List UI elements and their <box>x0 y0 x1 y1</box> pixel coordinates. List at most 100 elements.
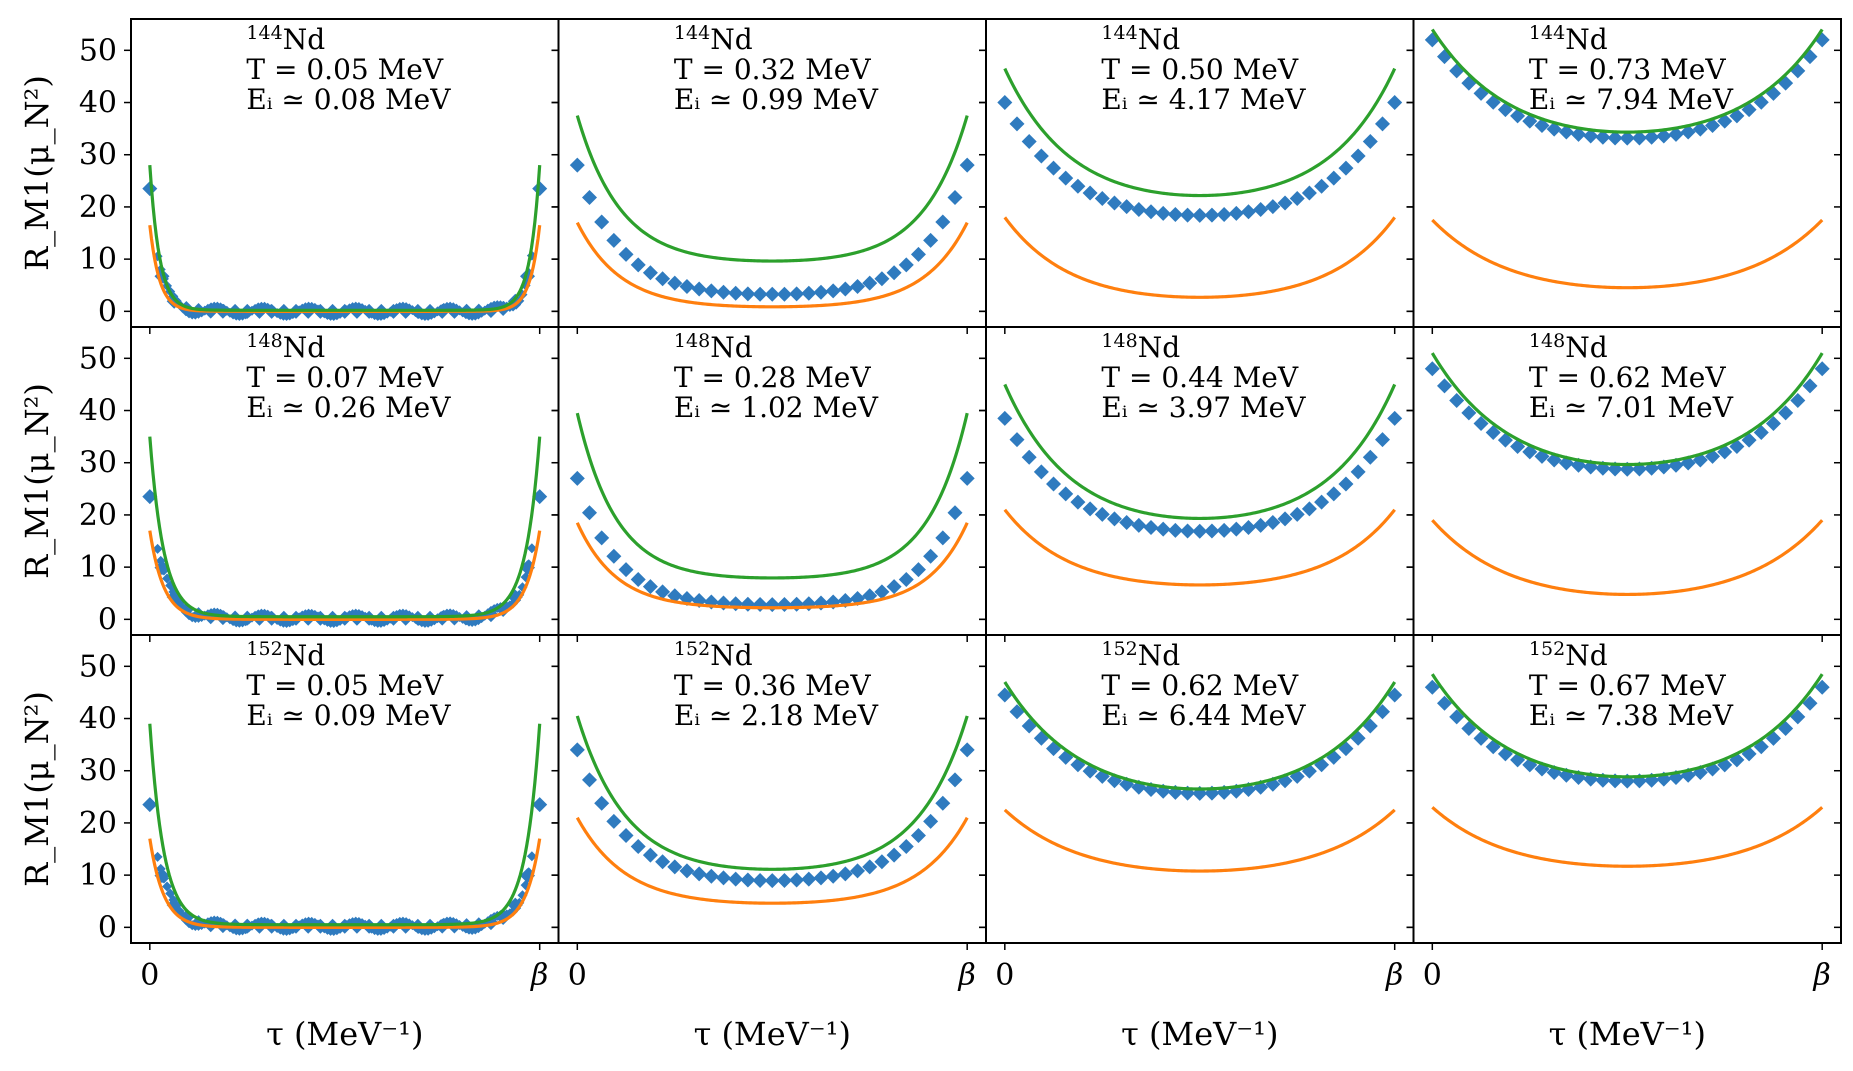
data-point-diamond <box>1546 121 1562 137</box>
data-point-diamond <box>1814 361 1830 377</box>
nucleus-label: 152Nd <box>1101 638 1180 672</box>
data-point-diamond <box>1631 130 1647 146</box>
data-point-diamond <box>1119 514 1135 530</box>
data-point-diamond <box>850 279 866 295</box>
data-point-diamond <box>947 772 963 788</box>
data-point-diamond <box>947 190 963 206</box>
data-point-diamond <box>158 873 169 884</box>
y-tick-label: 50 <box>79 341 117 376</box>
data-point-diamond <box>1155 205 1171 221</box>
x-tick-label: β <box>1813 958 1831 993</box>
temperature-label: T = 0.05 MeV <box>246 53 443 86</box>
data-point-diamond <box>679 863 695 879</box>
x-axis-label: τ (MeV⁻¹) <box>1549 1015 1706 1053</box>
data-point-diamond <box>581 505 597 521</box>
data-point-diamond <box>1033 148 1049 164</box>
data-point-diamond <box>1350 148 1366 164</box>
data-point-diamond <box>1119 199 1135 215</box>
y-tick-label: 0 <box>98 602 117 637</box>
orange-curve <box>1431 806 1824 868</box>
data-point-diamond <box>1326 170 1342 186</box>
data-point-diamond <box>1216 206 1232 222</box>
temperature-label: T = 0.32 MeV <box>674 53 871 86</box>
data-point-diamond <box>740 872 756 888</box>
data-point-diamond <box>1240 520 1256 536</box>
data-point-diamond <box>997 687 1013 703</box>
orange-curve <box>575 221 969 309</box>
data-point-diamond <box>1607 130 1623 146</box>
data-point-diamond <box>655 854 671 870</box>
green-curve <box>1430 352 1824 467</box>
data-point-diamond <box>935 530 951 546</box>
data-point-diamond <box>630 571 646 587</box>
data-point-diamond <box>594 530 610 546</box>
data-point-diamond <box>1289 191 1305 207</box>
data-point-diamond <box>618 246 634 262</box>
data-point-diamond <box>691 866 707 882</box>
data-point-diamond <box>1790 709 1806 725</box>
data-point-diamond <box>1301 501 1317 517</box>
data-point-diamond <box>1595 129 1611 145</box>
data-point-diamond <box>813 870 829 886</box>
data-point-diamond <box>886 847 902 863</box>
data-point-diamond <box>898 839 914 855</box>
x-tick-label: β <box>530 958 548 993</box>
data-point-diamond <box>655 271 671 287</box>
temperature-label: T = 0.36 MeV <box>674 669 871 702</box>
data-point-diamond <box>1021 449 1037 465</box>
x-tick-label: 0 <box>140 958 159 993</box>
data-point-diamond <box>142 797 158 813</box>
data-point-diamond <box>1277 195 1293 211</box>
data-point-diamond <box>532 797 548 813</box>
data-point-diamond <box>1155 521 1171 537</box>
data-point-diamond <box>1583 128 1599 144</box>
y-tick-label: 10 <box>79 550 117 585</box>
panel-frame <box>1412 634 1842 944</box>
data-point-diamond <box>606 548 622 564</box>
data-point-diamond <box>1265 514 1281 530</box>
data-point-diamond <box>752 286 768 302</box>
green-curve <box>148 436 542 619</box>
orange-curve <box>148 530 542 621</box>
data-point-diamond <box>997 410 1013 426</box>
data-point-diamond <box>691 281 707 297</box>
data-point-diamond <box>1449 392 1465 408</box>
data-point-diamond <box>776 286 792 302</box>
data-point-diamond <box>1167 206 1183 222</box>
energy-label: Eᵢ ≃ 0.09 MeV <box>246 699 451 732</box>
data-point-diamond <box>801 596 817 612</box>
nucleus-label: 148Nd <box>1529 330 1608 364</box>
data-point-diamond <box>825 283 841 299</box>
data-point-diamond <box>1314 178 1330 194</box>
energy-label: Eᵢ ≃ 7.38 MeV <box>1529 699 1734 732</box>
data-point-diamond <box>959 470 975 486</box>
data-point-diamond <box>703 868 719 884</box>
energy-label: Eᵢ ≃ 6.44 MeV <box>1101 699 1306 732</box>
data-point-diamond <box>1436 378 1452 394</box>
temperature-label: T = 0.73 MeV <box>1529 53 1726 86</box>
data-point-diamond <box>1265 199 1281 215</box>
data-point-diamond <box>1143 520 1159 536</box>
data-point-diamond <box>1253 517 1269 533</box>
data-point-diamond <box>1350 464 1366 480</box>
data-point-diamond <box>1668 126 1684 142</box>
data-point-diamond <box>935 214 951 230</box>
orange-curve <box>575 522 969 610</box>
data-point-diamond <box>655 584 671 600</box>
y-axis-label: R_M1(μ_N²) <box>18 75 56 271</box>
orange-curve <box>1431 519 1824 597</box>
data-point-diamond <box>594 795 610 811</box>
data-point-diamond <box>923 813 939 829</box>
data-point-diamond <box>1790 392 1806 408</box>
data-point-diamond <box>630 839 646 855</box>
energy-label: Eᵢ ≃ 3.97 MeV <box>1101 391 1306 424</box>
data-point-diamond <box>923 232 939 248</box>
orange-curve <box>148 225 542 313</box>
data-point-diamond <box>606 232 622 248</box>
y-tick-label: 0 <box>98 910 117 945</box>
orange-curve <box>1003 216 1396 299</box>
data-point-diamond <box>1033 464 1049 480</box>
